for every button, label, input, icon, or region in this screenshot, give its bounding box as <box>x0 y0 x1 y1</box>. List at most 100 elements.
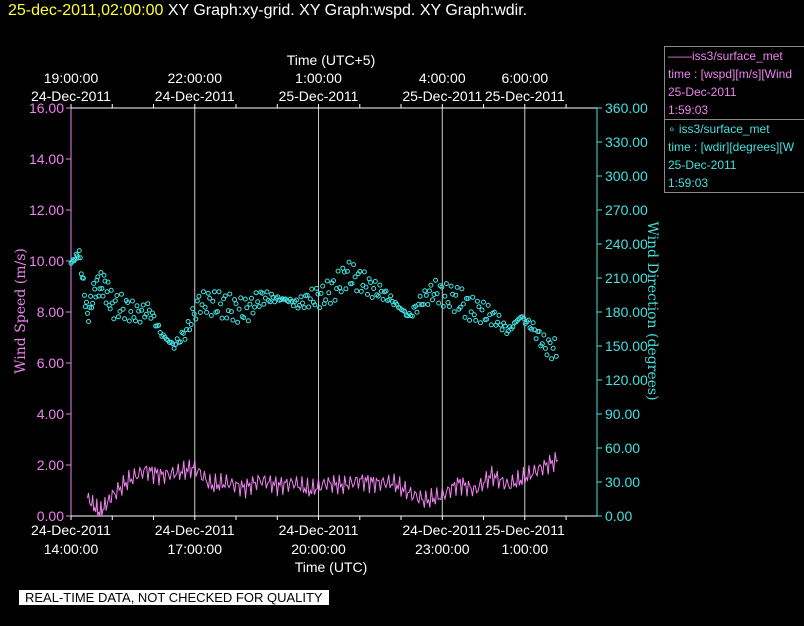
wind-direction-marker <box>298 294 304 300</box>
left-tick-label: 14.00 <box>29 151 64 167</box>
right-tick-label: 60.00 <box>605 440 640 456</box>
wind-direction-marker <box>422 288 428 294</box>
right-tick-label: 0.00 <box>605 508 632 524</box>
wind-direction-marker <box>428 282 434 288</box>
wind-direction-marker <box>468 309 474 315</box>
legend-series-time: 1:59:03 <box>668 176 709 190</box>
top-tick-date-label: 25-Dec-2011 <box>279 88 359 104</box>
wind-direction-marker <box>470 294 476 300</box>
wind-direction-marker <box>191 311 197 317</box>
wind-direction-marker <box>358 288 364 294</box>
wind-direction-marker <box>233 301 239 307</box>
wind-direction-marker <box>136 308 142 314</box>
wind-direction-marker <box>349 281 355 286</box>
left-tick-label: 10.00 <box>29 253 64 269</box>
wind-direction-marker <box>467 317 473 323</box>
wind-direction-marker <box>82 304 88 310</box>
wind-direction-marker <box>129 298 135 304</box>
wind-direction-marker <box>552 336 558 342</box>
wind-direction-marker <box>318 290 324 296</box>
wind-direction-marker <box>380 296 386 302</box>
vertical-grid <box>194 108 526 516</box>
left-tick-label: 6.00 <box>37 355 64 371</box>
wind-direction-marker <box>488 322 494 328</box>
wind-direction-marker <box>533 336 539 342</box>
wind-direction-marker <box>108 287 114 293</box>
wind-direction-marker <box>462 314 468 320</box>
wind-direction-marker <box>525 317 531 323</box>
legend-series-name: iss3/surface_met <box>692 49 783 63</box>
wind-direction-marker <box>98 270 104 275</box>
wind-direction-marker <box>244 305 250 311</box>
wind-direction-marker <box>491 309 497 315</box>
wind-direction-marker <box>75 255 81 261</box>
wind-direction-marker <box>89 305 95 311</box>
wind-direction-marker <box>241 315 247 321</box>
wind-direction-marker <box>137 319 143 325</box>
wind-direction-marker <box>122 316 128 322</box>
right-axis-title: Wind Direction (degrees) <box>644 221 660 400</box>
right-tick-label: 90.00 <box>605 406 640 422</box>
wind-direction-marker <box>440 303 446 309</box>
wind-direction-marker <box>473 317 479 323</box>
bottom-tick-1: 24-Dec-2011 17:00:00 <box>155 522 235 557</box>
wind-direction-marker <box>306 304 312 310</box>
bottom-axis-title: Time (UTC) <box>295 559 368 575</box>
wind-direction-marker <box>420 301 426 307</box>
wind-direction-marker <box>327 300 333 306</box>
wind-direction-marker <box>372 278 378 284</box>
wind-direction-marker <box>341 269 347 275</box>
wind-direction-marker <box>133 318 138 324</box>
left-tick-label: 8.00 <box>37 304 64 320</box>
wind-direction-marker <box>309 286 315 292</box>
legend-series-name: iss3/surface_met <box>678 122 770 136</box>
wind-direction-marker <box>232 297 237 303</box>
wind-direction-marker <box>143 311 149 317</box>
wind-direction-marker <box>211 289 217 295</box>
wind-direction-marker <box>84 299 89 305</box>
wind-direction-marker <box>88 293 94 299</box>
wind-direction-marker <box>454 284 460 290</box>
tick-labels: 24-Dec-201114:00:0024-Dec-201117:00:0024… <box>29 70 648 557</box>
wind-direction-marker <box>218 301 223 307</box>
top-tick-date-label: 24-Dec-2011 <box>155 88 235 104</box>
legend-series-date: 25-Dec-2011 <box>668 85 737 99</box>
wind-direction-marker <box>102 278 108 284</box>
left-axis-title: Wind Speed (m/s) <box>13 248 29 374</box>
wind-direction-marker <box>120 306 126 312</box>
wind-direction-marker <box>368 280 374 285</box>
legend-series-detail: time : [wdir][degrees][W <box>668 140 795 154</box>
wind-direction-marker <box>171 345 177 351</box>
right-tick-label: 360.00 <box>605 100 648 116</box>
wind-direction-marker <box>478 320 483 326</box>
wind-direction-marker <box>90 300 96 306</box>
wind-direction-marker <box>145 301 151 307</box>
wind-direction-marker <box>510 324 516 330</box>
wind-direction-marker <box>314 285 319 291</box>
bottom-tick-date-label: 25-Dec-2011 <box>485 522 565 538</box>
wind-direction-marker <box>128 309 134 314</box>
wind-direction-marker <box>335 268 341 274</box>
wind-direction-marker <box>371 286 377 291</box>
wind-direction-markers <box>68 248 559 362</box>
wind-direction-marker <box>414 309 420 315</box>
wind-direction-marker <box>100 293 106 299</box>
wind-direction-marker <box>242 296 248 302</box>
wind-direction-marker <box>250 310 256 316</box>
left-tick-label: 16.00 <box>29 100 64 116</box>
wind-direction-marker <box>442 293 448 299</box>
wind-direction-marker <box>547 340 553 346</box>
right-tick-label: 150.00 <box>605 338 648 354</box>
wind-direction-marker <box>553 353 559 359</box>
wind-direction-marker <box>409 313 415 319</box>
wind-direction-marker <box>182 336 188 342</box>
wind-direction-marker <box>247 301 253 307</box>
bottom-tick-date-label: 24-Dec-2011 <box>31 522 111 538</box>
wind-direction-marker <box>95 274 101 280</box>
wind-direction-marker <box>495 319 500 325</box>
top-tick-date-label: 25-Dec-2011 <box>402 88 482 104</box>
wind-direction-marker <box>91 280 97 286</box>
wind-direction-marker <box>151 313 157 319</box>
wind-direction-marker <box>188 322 194 327</box>
wind-direction-marker <box>87 304 93 310</box>
